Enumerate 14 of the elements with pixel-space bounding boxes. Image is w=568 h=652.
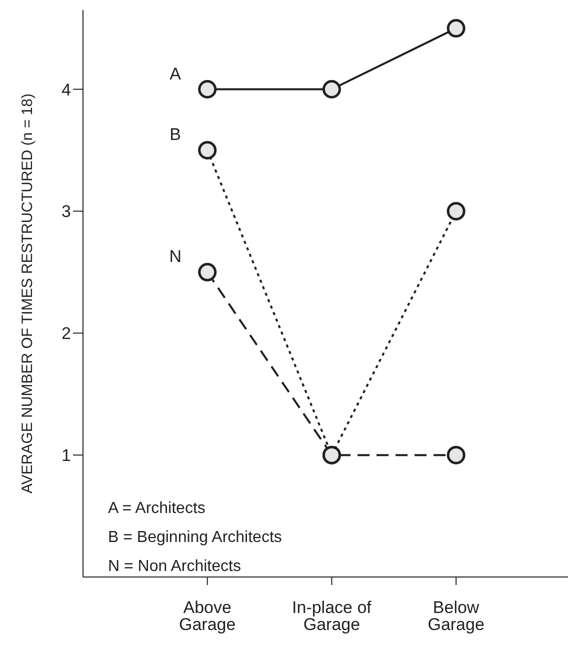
annotation: N = Non Architects (108, 557, 242, 577)
series-label: B (170, 125, 182, 144)
y-tick-label: 4 (62, 80, 71, 100)
annotation: A = Architects (108, 499, 206, 519)
x-tick-label: In-place of Garage (292, 598, 372, 634)
x-tick-label: Above Garage (179, 598, 236, 634)
annotation: B = Beginning Architects (108, 528, 282, 548)
series-label: N (169, 247, 182, 266)
series-label: A (170, 64, 182, 84)
y-axis-title: AVERAGE NUMBER OF TIMES RESTRUCTURED (n = 18) (18, 94, 36, 494)
y-tick-label: 3 (62, 202, 71, 222)
y-tick-label: 2 (62, 324, 71, 344)
y-tick-label: 1 (62, 446, 71, 466)
x-tick-label: Below Garage (428, 598, 484, 634)
